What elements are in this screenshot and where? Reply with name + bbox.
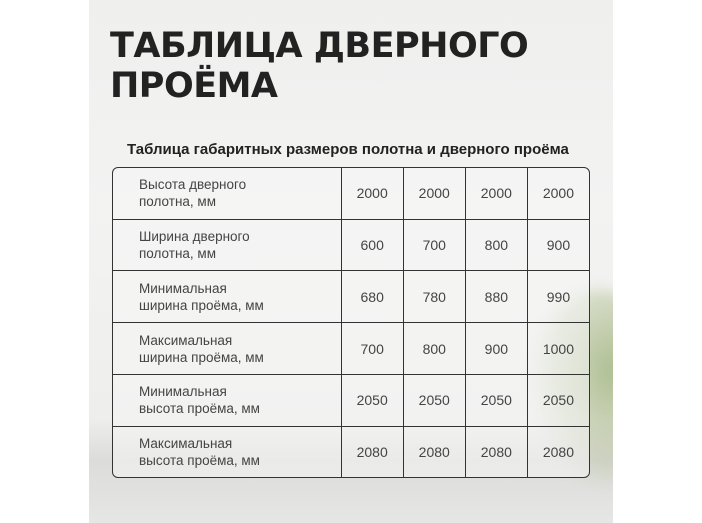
table-cell: 600 xyxy=(341,219,404,272)
table-row: Минимальная высота проёма, мм 2050 2050 2050… xyxy=(113,374,589,427)
table-cell: 700 xyxy=(403,219,466,272)
row-label: Ширина дверного полотна, мм xyxy=(113,219,342,272)
row-label-line-2: высота проёма, мм xyxy=(139,452,260,468)
table-cell: 2080 xyxy=(466,426,528,477)
table-cell: 2000 xyxy=(341,168,404,220)
table-row: Минимальная ширина проёма, мм 680 780 880 990 xyxy=(113,271,589,324)
row-label-line-1: Максимальная xyxy=(139,332,233,348)
row-label-line-1: Минимальная xyxy=(139,384,227,400)
page-title: ТАБЛИЦА ДВЕРНОГО ПРОЁМА xyxy=(110,26,529,106)
table-cell: 2000 xyxy=(403,168,466,220)
dimensions-table: Высота дверного полотна, мм 2000 2000 2000 20… xyxy=(112,167,590,478)
table-row: Ширина дверного полотна, мм 600 700 800 900 xyxy=(113,219,589,272)
table-cell: 2050 xyxy=(527,375,589,427)
table-caption: Таблица габаритных размеров полотна и дв… xyxy=(127,141,569,158)
table-cell: 2000 xyxy=(465,168,528,220)
row-label: Максимальная ширина проёма, мм xyxy=(113,323,342,375)
table-cell: 990 xyxy=(527,271,589,324)
row-label-line-2: высота проёма, мм xyxy=(139,401,260,417)
row-label-line-2: полотна, мм xyxy=(139,246,216,262)
table-cell: 780 xyxy=(403,271,466,324)
row-label-line-1: Максимальная xyxy=(139,435,233,451)
table-cell: 880 xyxy=(465,271,528,324)
table-cell: 2080 xyxy=(342,426,404,477)
row-label-line-1: Ширина дверного xyxy=(139,229,250,245)
row-label: Минимальная высота проёма, мм xyxy=(113,374,342,427)
row-label: Минимальная ширина проёма, мм xyxy=(113,271,342,324)
table-cell: 800 xyxy=(403,323,466,375)
table-cell: 900 xyxy=(527,220,589,272)
table-cell: 1000 xyxy=(527,323,589,375)
table-cell: 900 xyxy=(465,323,528,375)
table-cell: 2050 xyxy=(341,374,404,427)
table-cell: 2050 xyxy=(465,374,528,427)
table-row: Максимальная ширина проёма, мм 700 800 900 10… xyxy=(113,323,589,375)
table-row: Высота дверного полотна, мм 2000 2000 2000 20… xyxy=(113,168,589,220)
row-label-line-1: Минимальная xyxy=(139,280,227,296)
table-cell: 800 xyxy=(465,219,528,272)
row-label-line-2: полотна, мм xyxy=(139,194,216,210)
title-line-2: ПРОЁМА xyxy=(110,66,278,106)
title-line-1: ТАБЛИЦА ДВЕРНОГО xyxy=(110,26,529,66)
table-cell: 2080 xyxy=(404,426,466,477)
row-label: Высота дверного полотна, мм xyxy=(113,168,342,220)
table-cell: 2050 xyxy=(403,374,466,427)
table-cell: 680 xyxy=(341,271,404,324)
row-label-line-1: Высота дверного xyxy=(139,177,247,193)
table-cell: 700 xyxy=(341,323,404,375)
row-label: Максимальная высота проёма, мм xyxy=(113,426,342,477)
row-label-line-2: ширина проёма, мм xyxy=(139,297,264,313)
table-cell: 2000 xyxy=(527,168,589,220)
row-label-line-2: ширина проёма, мм xyxy=(139,349,264,365)
door-opening-card: ТАБЛИЦА ДВЕРНОГО ПРОЁМА Таблица габаритн… xyxy=(89,0,613,523)
table-cell: 2080 xyxy=(542,443,575,460)
table-row: Максимальная высота проёма, мм 2080 2080 208… xyxy=(113,426,589,477)
